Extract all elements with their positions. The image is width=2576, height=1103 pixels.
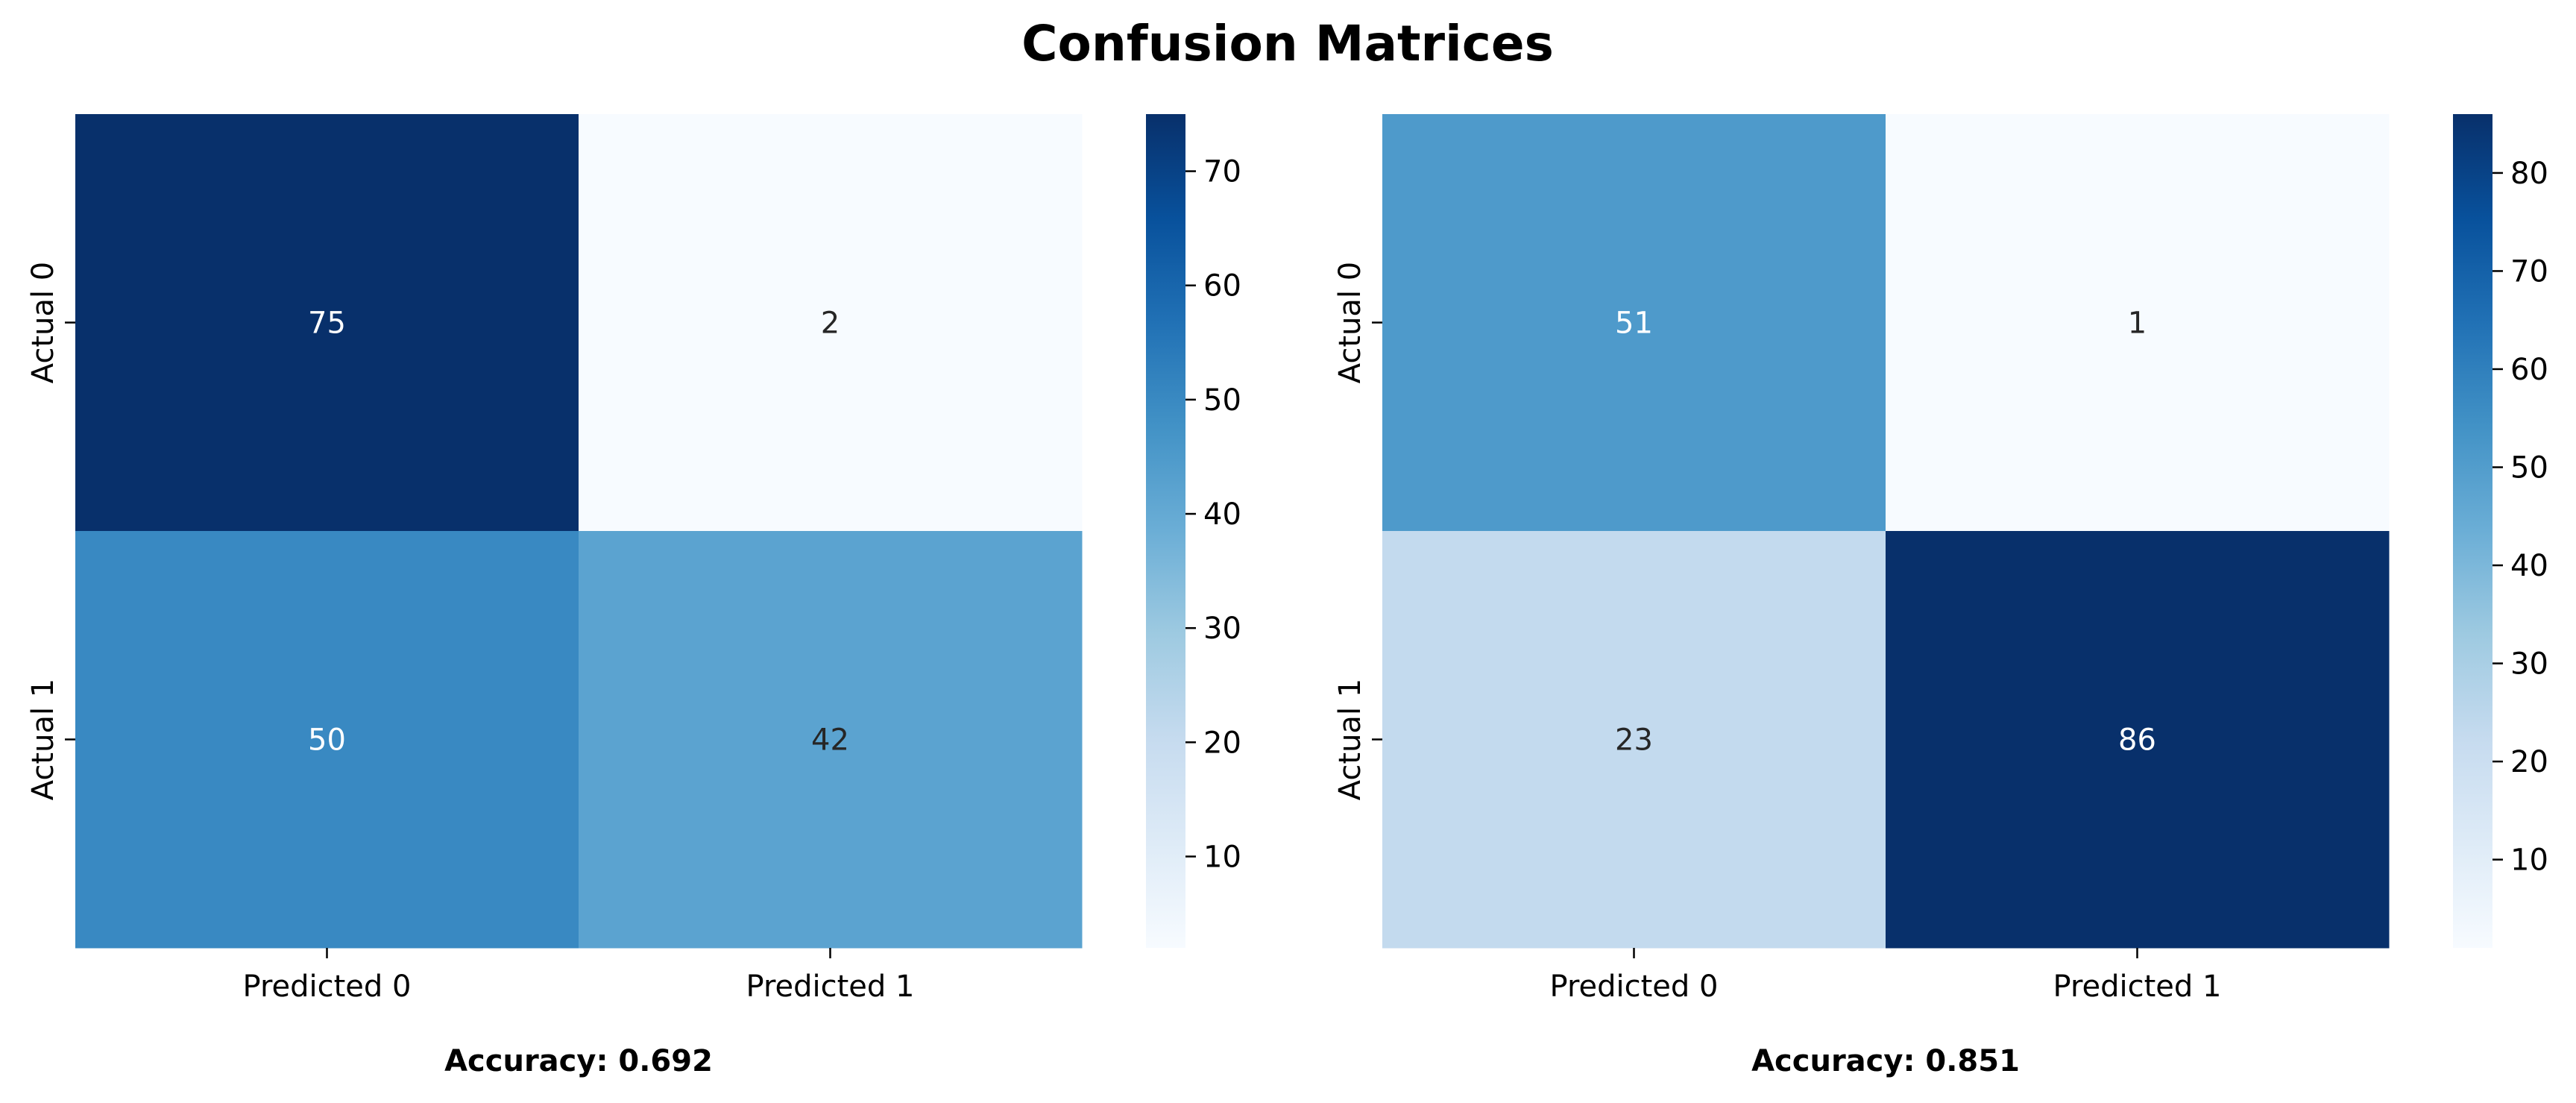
colorbar-tick-label: 60	[1203, 269, 1241, 304]
cell-value-label: 42	[811, 723, 849, 758]
colorbar-tick-label: 40	[1203, 497, 1241, 532]
accuracy-label: Accuracy: 0.851	[1751, 1044, 2020, 1078]
cell-value-label: 2	[821, 307, 840, 341]
colorbar-tick-label: 10	[2510, 843, 2548, 878]
cell-value-label: 51	[1615, 307, 1653, 341]
accuracy-label: Accuracy: 0.692	[444, 1044, 713, 1078]
heatmap-cell	[1886, 531, 2390, 949]
colorbar-tick-label: 70	[2510, 254, 2548, 289]
cell-value-label: 86	[2118, 723, 2156, 758]
colorbar-tick-label: 20	[1203, 726, 1241, 760]
heatmap-cell	[75, 531, 579, 949]
colorbar-tick-label: 50	[2510, 451, 2548, 485]
colorbar-tick-label: 20	[2510, 745, 2548, 779]
cell-value-label: 1	[2128, 307, 2147, 341]
x-tick-label: Predicted 0	[243, 970, 412, 1004]
cell-value-label: 75	[308, 307, 346, 341]
colorbar-tick-label: 60	[2510, 353, 2548, 387]
heatmap-cell	[1886, 114, 2390, 532]
y-tick-label: Actual 1	[1333, 679, 1367, 800]
colorbar-tick-label: 40	[2510, 549, 2548, 583]
confusion-matrix-panel-1: 75 2 50 42 Predicted 0 Predicted 1 Actual 0 Act…	[26, 114, 1241, 1078]
heatmap-cell	[1382, 114, 1886, 532]
y-tick-label: Actual 0	[1333, 262, 1367, 383]
heatmap-cell	[579, 531, 1083, 949]
colorbar-tick-label: 30	[2510, 647, 2548, 682]
colorbar-tick-label: 10	[1203, 840, 1241, 874]
x-tick-label: Predicted 1	[746, 970, 915, 1004]
colorbar-tick-label: 50	[1203, 383, 1241, 418]
confusion-matrix-panel-2: 51 1 23 86 Predicted 0 Predicted 1 Actual 0 Act…	[1333, 114, 2548, 1078]
x-tick-label: Predicted 1	[2053, 970, 2222, 1004]
figure-title: Confusion Matrices	[1021, 15, 1554, 72]
heatmap-cell	[579, 114, 1083, 532]
cell-value-label: 50	[308, 723, 346, 758]
colorbar-tick-label: 30	[1203, 612, 1241, 646]
x-tick-label: Predicted 0	[1550, 970, 1719, 1004]
y-tick-label: Actual 0	[26, 262, 60, 383]
y-tick-label: Actual 1	[26, 679, 60, 800]
colorbar-tick-label: 80	[2510, 157, 2548, 191]
colorbar	[1146, 114, 1185, 948]
colorbar-tick-label: 70	[1203, 155, 1241, 189]
heatmap-cell	[1382, 531, 1886, 949]
heatmap-cell	[75, 114, 579, 532]
cell-value-label: 23	[1615, 723, 1653, 758]
colorbar	[2453, 114, 2492, 948]
